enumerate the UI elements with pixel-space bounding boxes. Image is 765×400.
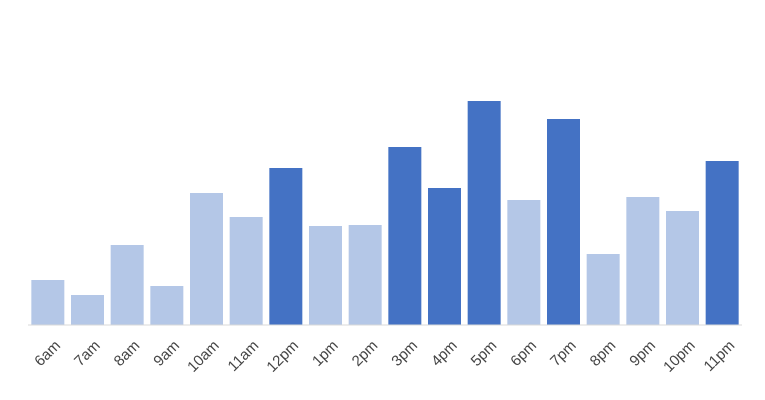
bar (507, 200, 541, 325)
bar (110, 245, 144, 325)
bar (309, 226, 342, 325)
bar (71, 295, 104, 325)
x-tick-label: 11pm (701, 337, 739, 375)
x-tick-label: 11am (225, 337, 263, 375)
x-tick-label: 8pm (587, 337, 620, 370)
x-tick-label: 7am (71, 337, 104, 370)
x-tick-label: 7pm (547, 337, 580, 370)
x-tick-label: 9am (150, 337, 183, 370)
bar (348, 225, 382, 325)
bar (190, 193, 223, 325)
bar (150, 286, 184, 325)
bar (705, 161, 739, 325)
x-tick-label: 3pm (388, 337, 421, 370)
x-tick-label: 1pm (309, 337, 342, 370)
bar (547, 119, 580, 325)
x-tick-label: 5pm (468, 337, 501, 370)
bar (586, 254, 620, 325)
bar (428, 188, 461, 325)
x-tick-label: 9pm (626, 337, 659, 370)
x-tick-label: 10pm (660, 337, 699, 376)
x-tick-label: 4pm (428, 337, 461, 370)
bar (666, 211, 699, 325)
x-tick-label: 12pm (263, 337, 302, 376)
x-tick-label: 10am (184, 337, 223, 376)
x-tick-label: 8am (111, 337, 144, 370)
bar (229, 217, 263, 325)
x-tick-label: 2pm (349, 337, 382, 370)
x-tick-label: 6pm (507, 337, 540, 370)
x-tick-label: 6am (31, 337, 64, 370)
bar (626, 197, 660, 325)
bar (467, 101, 501, 325)
bar (388, 147, 422, 325)
bar (31, 280, 65, 325)
bar (269, 168, 303, 325)
